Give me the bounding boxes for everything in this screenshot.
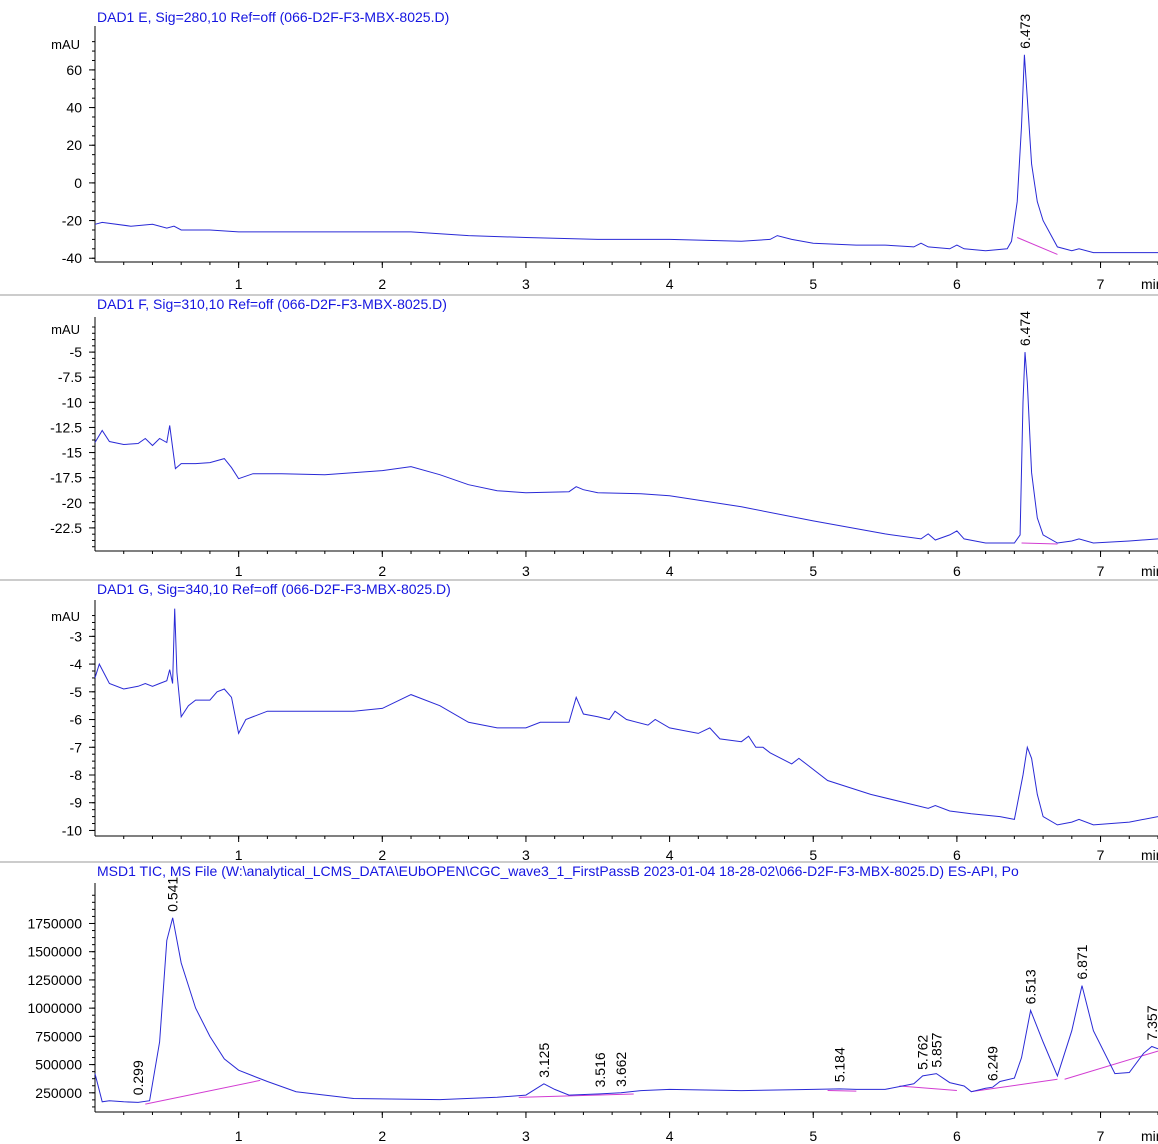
panel-title: DAD1 F, Sig=310,10 Ref=off (066-D2F-F3-M… [97, 296, 447, 312]
signal-trace [94, 608, 1158, 826]
y-tick-label: 40 [66, 100, 82, 116]
integration-baseline [1017, 237, 1058, 255]
y-tick-label: -3 [70, 628, 83, 644]
y-tick-label: -9 [70, 795, 83, 811]
y-unit-label: mAU [51, 322, 80, 337]
y-tick-label: 1000000 [27, 1000, 82, 1016]
y-tick-label: -7.5 [58, 369, 82, 385]
integration-baseline [827, 1090, 857, 1092]
x-tick-label: 7 [1097, 847, 1105, 863]
y-tick-label: -15 [62, 445, 82, 461]
signal-trace [94, 54, 1158, 254]
x-tick-label: 5 [809, 847, 817, 863]
x-tick-label: 2 [378, 276, 386, 292]
y-tick-label: 250000 [35, 1085, 82, 1101]
x-tick-label: 4 [666, 847, 674, 863]
x-tick-label: 2 [378, 847, 386, 863]
integration-baseline [1021, 542, 1058, 545]
x-unit-label: min [1141, 563, 1158, 579]
y-tick-label: -17.5 [50, 470, 82, 486]
peak-label: 5.762 [915, 1035, 931, 1070]
x-tick-label: 7 [1097, 276, 1105, 292]
peak-label: 6.473 [1017, 14, 1033, 49]
x-tick-label: 6 [953, 563, 961, 579]
peak-label: 6.249 [985, 1046, 1001, 1081]
y-tick-label: -6 [70, 712, 83, 728]
y-tick-label: 60 [66, 62, 82, 78]
y-tick-label: -5 [70, 344, 83, 360]
y-tick-label: 20 [66, 137, 82, 153]
y-unit-label: mAU [51, 609, 80, 624]
x-unit-label: min [1141, 847, 1158, 863]
signal-trace [94, 917, 1158, 1103]
x-unit-label: min [1141, 1128, 1158, 1144]
integration-baseline [145, 1079, 261, 1105]
peak-label: 3.516 [592, 1052, 608, 1087]
y-tick-label: -7 [70, 739, 83, 755]
y-tick-label: -20 [62, 495, 82, 511]
x-tick-label: 7 [1097, 1128, 1105, 1144]
x-tick-label: 2 [378, 563, 386, 579]
y-tick-label: -40 [62, 250, 82, 266]
x-tick-label: 1 [235, 1128, 243, 1144]
integration-baseline [971, 1078, 1058, 1093]
x-tick-label: 1 [235, 563, 243, 579]
y-tick-label: -10 [62, 394, 82, 410]
y-tick-label: 1250000 [27, 972, 82, 988]
x-tick-label: 4 [666, 563, 674, 579]
y-tick-label: -12.5 [50, 419, 82, 435]
y-tick-label: 500000 [35, 1057, 82, 1073]
peak-label: 6.474 [1017, 311, 1033, 346]
peak-label: 3.125 [536, 1043, 552, 1078]
x-tick-label: 3 [522, 847, 530, 863]
x-tick-label: 5 [809, 276, 817, 292]
x-tick-label: 6 [953, 276, 961, 292]
integration-baseline [899, 1085, 957, 1092]
peak-label: 6.513 [1023, 969, 1039, 1004]
y-tick-label: 1750000 [27, 915, 82, 931]
y-tick-label: 1500000 [27, 944, 82, 960]
x-tick-label: 5 [809, 563, 817, 579]
peak-label: 3.662 [613, 1052, 629, 1087]
peak-label: 5.184 [832, 1047, 848, 1082]
peak-label: 0.541 [165, 877, 181, 912]
peak-label: 0.299 [130, 1060, 146, 1095]
y-tick-label: -22.5 [50, 520, 82, 536]
x-tick-label: 3 [522, 276, 530, 292]
peak-label: 5.857 [928, 1032, 944, 1067]
integration-baseline [1064, 1050, 1158, 1080]
x-tick-label: 3 [522, 563, 530, 579]
y-tick-label: -4 [70, 656, 83, 672]
y-tick-label: -10 [62, 822, 82, 838]
y-tick-label: 750000 [35, 1028, 82, 1044]
x-tick-label: 1 [235, 276, 243, 292]
panel-title: MSD1 TIC, MS File (W:\analytical_LCMS_DA… [97, 863, 1019, 879]
x-tick-label: 6 [953, 847, 961, 863]
x-tick-label: 1 [235, 847, 243, 863]
x-tick-label: 2 [378, 1128, 386, 1144]
y-tick-label: -20 [62, 213, 82, 229]
panel-title: DAD1 G, Sig=340,10 Ref=off (066-D2F-F3-M… [97, 581, 451, 597]
y-tick-label: 0 [74, 175, 82, 191]
x-tick-label: 4 [666, 276, 674, 292]
x-tick-label: 7 [1097, 563, 1105, 579]
x-tick-label: 3 [522, 1128, 530, 1144]
signal-trace [94, 352, 1158, 544]
y-unit-label: mAU [51, 37, 80, 52]
x-tick-label: 6 [953, 1128, 961, 1144]
x-tick-label: 4 [666, 1128, 674, 1144]
x-tick-label: 5 [809, 1128, 817, 1144]
peak-label: 6.871 [1074, 944, 1090, 979]
panel-title: DAD1 E, Sig=280,10 Ref=off (066-D2F-F3-M… [97, 9, 449, 25]
y-tick-label: -5 [70, 684, 83, 700]
peak-label: 7.357 [1144, 1005, 1158, 1040]
integration-baseline [518, 1093, 634, 1098]
y-tick-label: -8 [70, 767, 83, 783]
x-unit-label: min [1141, 276, 1158, 292]
